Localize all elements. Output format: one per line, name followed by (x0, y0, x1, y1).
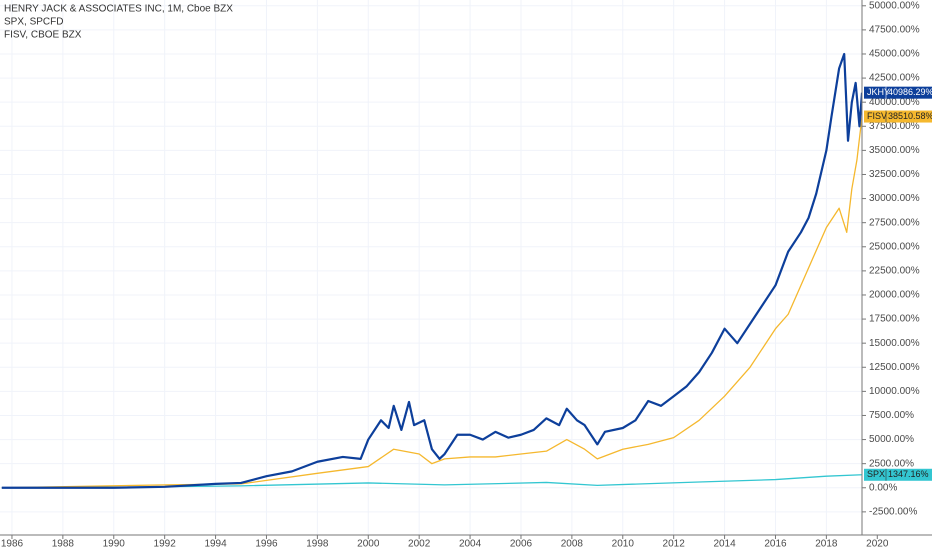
y-tick-label: 22500.00% (869, 266, 920, 277)
x-tick-label: 1998 (306, 539, 329, 550)
legend-text: FISV, CBOE BZX (4, 30, 82, 41)
y-tick-label: 27500.00% (869, 217, 920, 228)
y-tick-label: 0.00% (869, 482, 897, 493)
x-tick-label: 1992 (154, 539, 177, 550)
y-tick-label: 37500.00% (869, 121, 920, 132)
x-tick-label: 2016 (764, 539, 787, 550)
y-tick-label: 5000.00% (869, 434, 914, 445)
price-tag-value: 38510.58% (888, 111, 932, 121)
series-line (1, 52, 862, 489)
y-tick-label: 25000.00% (869, 241, 920, 252)
x-tick-label: 2008 (561, 539, 584, 550)
x-tick-label: 1986 (1, 539, 24, 550)
x-tick-label: 1994 (204, 539, 227, 550)
y-tick-label: 35000.00% (869, 145, 920, 156)
y-tick-label: 47500.00% (869, 25, 920, 36)
y-tick-label: 45000.00% (869, 49, 920, 60)
x-tick-label: 2020 (866, 539, 889, 550)
x-tick-label: 2004 (459, 539, 482, 550)
price-tag-name: FISV (867, 111, 887, 121)
y-tick-label: 32500.00% (869, 169, 920, 180)
price-tag-value: 40986.29% (888, 87, 932, 97)
x-tick-label: 1990 (103, 539, 126, 550)
price-tag (864, 468, 932, 481)
series-line (1, 116, 862, 489)
legend-text: HENRY JACK & ASSOCIATES INC, 1M, Cboe BZ… (4, 4, 233, 15)
y-tick-label: 40000.00% (869, 97, 920, 108)
y-tick-label: 30000.00% (869, 193, 920, 204)
x-tick-label: 2018 (815, 539, 838, 550)
y-tick-label: 15000.00% (869, 338, 920, 349)
price-tag-name: SPX (867, 469, 885, 479)
x-tick-label: 1988 (52, 539, 75, 550)
legend-text: SPX, SPCFD (4, 17, 63, 28)
x-tick-label: 2006 (510, 539, 533, 550)
y-tick-label: -2500.00% (869, 507, 917, 518)
price-tag-value: 1347.16% (888, 469, 929, 479)
y-tick-label: 7500.00% (869, 410, 914, 421)
price-tag (864, 110, 932, 123)
y-tick-label: 50000.00% (869, 0, 920, 11)
x-tick-label: 1996 (255, 539, 278, 550)
y-tick-label: 2500.00% (869, 458, 914, 469)
x-tick-label: 2012 (663, 539, 686, 550)
y-tick-label: 20000.00% (869, 290, 920, 301)
y-tick-label: 17500.00% (869, 314, 920, 325)
price-tag-name: JKHY (867, 87, 890, 97)
x-tick-label: 2010 (612, 539, 635, 550)
x-tick-label: 2000 (357, 539, 380, 550)
plot (1, 52, 862, 489)
x-tick-label: 2014 (713, 539, 736, 550)
y-tick-label: 10000.00% (869, 386, 920, 397)
y-tick-label: 12500.00% (869, 362, 920, 373)
grid (0, 0, 878, 535)
y-tick-label: 42500.00% (869, 73, 920, 84)
series-line (1, 474, 862, 489)
x-tick-label: 2002 (408, 539, 431, 550)
price-tag (864, 86, 932, 99)
